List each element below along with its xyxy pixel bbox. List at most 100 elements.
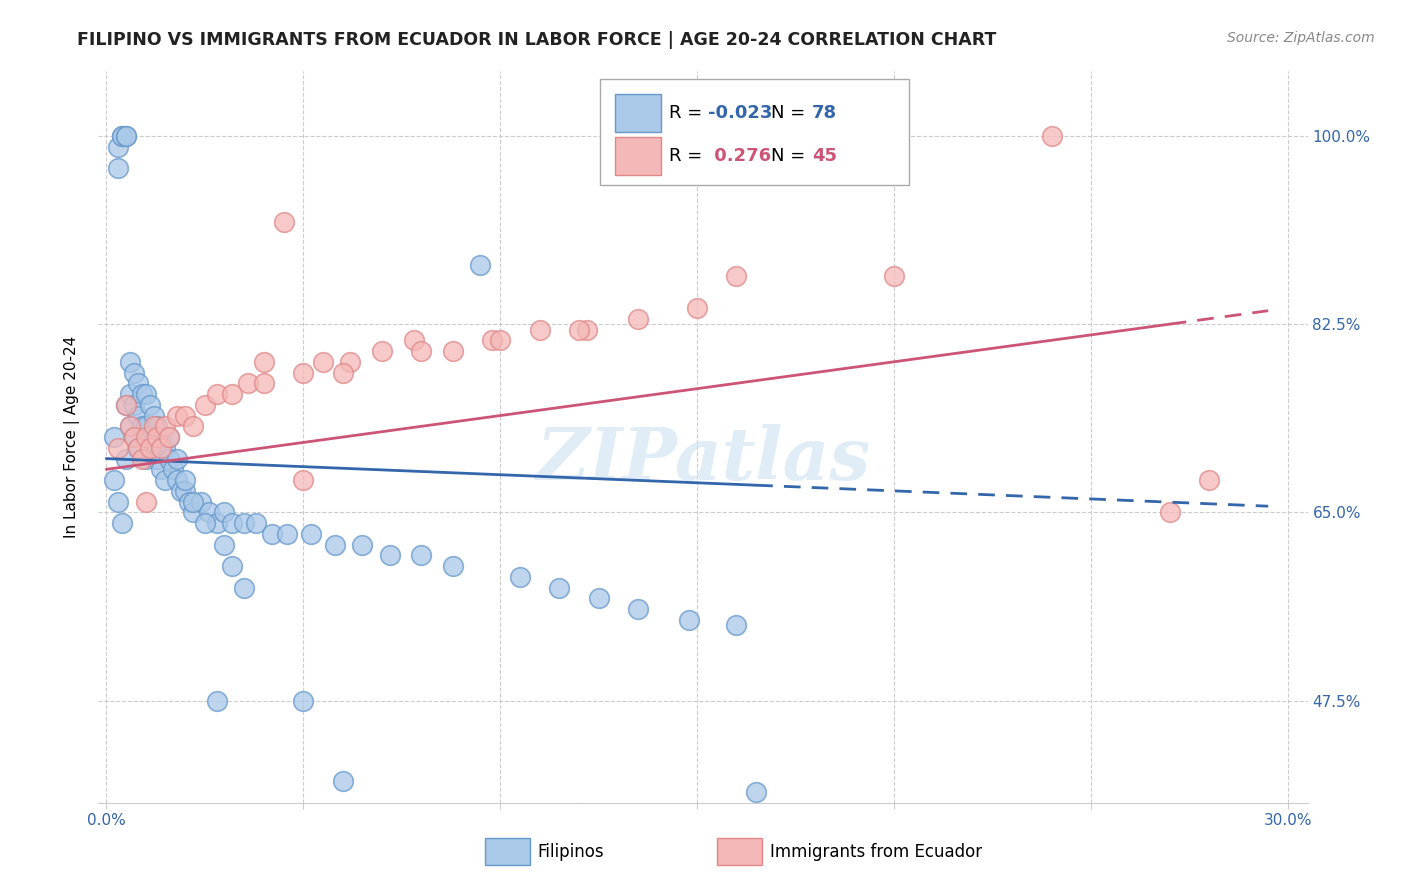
Point [253, 355, 276, 369]
Point [166, 473, 188, 487]
Point [135, 430, 157, 444]
Point [378, 549, 401, 563]
Point [371, 344, 394, 359]
Point [253, 376, 276, 391]
Point [627, 311, 650, 326]
Point [135, 494, 157, 508]
Point [115, 451, 138, 466]
Point [157, 451, 180, 466]
FancyBboxPatch shape [614, 137, 661, 175]
Point [115, 128, 138, 143]
Point [150, 462, 173, 476]
Point [588, 591, 610, 606]
FancyBboxPatch shape [600, 78, 908, 185]
Point [489, 333, 512, 347]
Point [205, 693, 228, 707]
Point [214, 538, 236, 552]
Point [142, 441, 165, 455]
Point [678, 613, 700, 627]
Point [411, 549, 433, 563]
Text: 78: 78 [811, 104, 837, 122]
Point [1198, 473, 1220, 487]
Point [177, 494, 200, 508]
Point [118, 419, 141, 434]
Point [194, 398, 217, 412]
Point [166, 409, 188, 423]
Point [131, 387, 153, 401]
Text: Immigrants from Ecuador: Immigrants from Ecuador [770, 843, 983, 861]
Point [162, 462, 184, 476]
Point [174, 473, 197, 487]
Point [157, 430, 180, 444]
Point [131, 451, 153, 466]
Point [122, 398, 145, 412]
Point [118, 387, 141, 401]
Point [181, 494, 204, 508]
Point [548, 581, 571, 595]
Point [107, 161, 129, 176]
Point [127, 441, 149, 455]
Point [725, 268, 748, 283]
Point [138, 441, 160, 455]
Point [299, 527, 322, 541]
Point [441, 559, 464, 574]
Point [292, 693, 315, 707]
Point [107, 139, 129, 153]
Point [323, 538, 346, 552]
Point [233, 516, 256, 530]
Point [155, 419, 177, 434]
Point [107, 441, 129, 455]
Point [627, 602, 650, 616]
Point [568, 806, 591, 821]
Point [575, 322, 598, 336]
Point [107, 494, 129, 508]
Text: Filipinos: Filipinos [537, 843, 603, 861]
Text: ZIPatlas: ZIPatlas [536, 424, 870, 494]
Point [111, 128, 134, 143]
Point [166, 451, 188, 466]
Point [332, 366, 354, 380]
Point [146, 430, 169, 444]
Point [115, 398, 138, 412]
Point [568, 322, 591, 336]
Point [481, 333, 503, 347]
Point [883, 268, 905, 283]
Point [332, 774, 354, 789]
Y-axis label: In Labor Force | Age 20-24: In Labor Force | Age 20-24 [63, 336, 80, 538]
FancyBboxPatch shape [614, 94, 661, 132]
Point [111, 516, 134, 530]
Point [352, 538, 374, 552]
Point [135, 387, 157, 401]
Point [138, 398, 160, 412]
Point [1159, 505, 1181, 519]
Point [745, 785, 768, 799]
Point [131, 419, 153, 434]
Point [470, 258, 492, 272]
Text: 45: 45 [811, 147, 837, 165]
Point [686, 301, 709, 315]
Point [1040, 128, 1063, 143]
Point [150, 441, 173, 455]
Point [146, 419, 169, 434]
Point [142, 409, 165, 423]
Point [190, 494, 212, 508]
Point [115, 128, 138, 143]
Point [197, 505, 219, 519]
Point [122, 430, 145, 444]
Point [157, 430, 180, 444]
Point [221, 516, 243, 530]
Point [118, 419, 141, 434]
Point [441, 344, 464, 359]
Point [529, 322, 551, 336]
Point [411, 344, 433, 359]
Point [312, 355, 335, 369]
Point [276, 527, 298, 541]
Text: N =: N = [770, 104, 811, 122]
Point [260, 527, 283, 541]
Point [103, 430, 125, 444]
Point [127, 441, 149, 455]
Point [725, 618, 748, 632]
Point [339, 355, 361, 369]
Point [402, 333, 425, 347]
Text: R =: R = [669, 147, 709, 165]
